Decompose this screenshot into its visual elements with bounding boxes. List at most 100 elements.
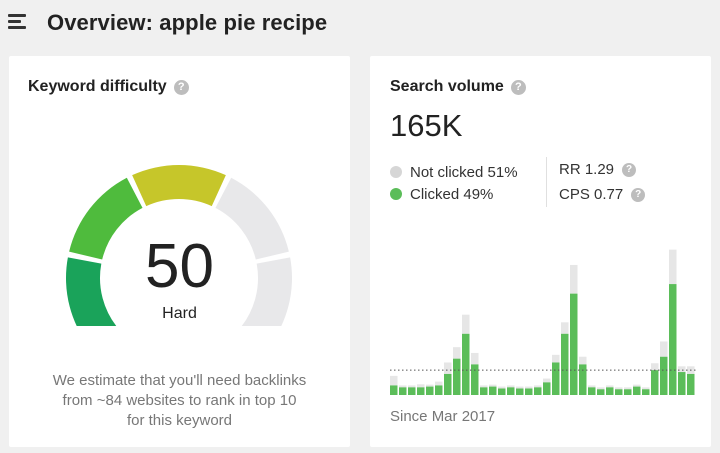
page-header: Overview: apple pie recipe — [0, 0, 720, 46]
bar-not-clicked — [417, 384, 425, 388]
clicks-legend: Not clicked 51% Clicked 49% — [390, 161, 518, 205]
gauge-segment — [69, 177, 143, 260]
bar-clicked — [480, 387, 488, 395]
metric-rr-label: RR 1.29 — [559, 161, 615, 178]
click-metrics: RR 1.29 ? CPS 0.77 ? — [546, 157, 646, 207]
bar-clicked — [669, 284, 677, 395]
bar-not-clicked — [597, 387, 605, 390]
description-line: We estimate that you'll need backlinks — [52, 372, 307, 389]
difficulty-level: Hard — [162, 305, 197, 322]
page-title: Overview: apple pie recipe — [47, 10, 328, 35]
bar-clicked — [471, 364, 479, 395]
legend-not-clicked-label: Not clicked 51% — [410, 163, 518, 181]
hamburger-menu-icon[interactable] — [8, 13, 28, 29]
bar-clicked — [534, 387, 542, 395]
bar-clicked — [390, 385, 398, 395]
bar-clicked — [687, 373, 695, 395]
bar-clicked — [678, 372, 686, 395]
bar-not-clicked — [480, 385, 488, 388]
bar-clicked — [453, 358, 461, 395]
bar-not-clicked — [426, 384, 434, 387]
bar-clicked — [588, 387, 596, 395]
bar-clicked — [606, 387, 614, 395]
legend-not-clicked: Not clicked 51% — [390, 161, 518, 183]
bar-not-clicked — [498, 386, 506, 389]
bar-clicked — [516, 388, 524, 395]
metric-rr: RR 1.29 ? — [559, 157, 645, 182]
chart-since-label: Since Mar 2017 — [390, 408, 496, 425]
bar-not-clicked — [561, 322, 569, 334]
search-volume-value: 165K — [390, 108, 463, 143]
search-volume-chart — [390, 249, 696, 395]
bar-clicked — [507, 387, 515, 395]
metric-cps: CPS 0.77 ? — [559, 182, 646, 207]
bar-not-clicked — [570, 264, 578, 294]
bar-not-clicked — [624, 387, 632, 390]
bar-not-clicked — [633, 384, 641, 387]
bar-clicked — [408, 387, 416, 395]
bar-not-clicked — [489, 384, 497, 387]
bar-clicked — [561, 333, 569, 395]
bar-not-clicked — [642, 387, 650, 390]
bar-clicked — [435, 385, 443, 395]
bar-clicked — [489, 386, 497, 395]
bar-clicked — [597, 389, 605, 395]
bar-clicked — [624, 389, 632, 395]
bar-clicked — [525, 388, 533, 395]
question-mark-icon[interactable]: ? — [631, 187, 646, 202]
bar-clicked — [579, 364, 587, 395]
question-mark-icon[interactable]: ? — [510, 79, 526, 95]
search-volume-label: Search volume — [390, 78, 504, 95]
question-mark-icon[interactable]: ? — [622, 162, 637, 177]
bar-not-clicked — [408, 385, 416, 388]
bar-clicked — [651, 370, 659, 395]
search-volume-title: Search volume ? — [390, 78, 526, 96]
gauge-segment — [241, 257, 292, 326]
bar-not-clicked — [525, 386, 533, 389]
bar-not-clicked — [471, 352, 479, 365]
bar-clicked — [462, 333, 470, 395]
legend-clicked: Clicked 49% — [390, 183, 518, 205]
bar-not-clicked — [435, 381, 443, 386]
bar-clicked — [660, 356, 668, 395]
bar-not-clicked — [453, 347, 461, 359]
legend-clicked-label: Clicked 49% — [410, 185, 494, 203]
difficulty-score: 50 — [145, 232, 214, 301]
bar-not-clicked — [390, 375, 398, 386]
bar-not-clicked — [651, 363, 659, 371]
bar-not-clicked — [444, 362, 452, 374]
bar-not-clicked — [507, 385, 515, 388]
bar-not-clicked — [606, 385, 614, 388]
bar-not-clicked — [678, 366, 686, 373]
description-line: for this keyword — [126, 412, 233, 429]
bar-clicked — [633, 386, 641, 395]
bar-not-clicked — [399, 385, 407, 388]
bar-clicked — [498, 388, 506, 395]
not-clicked-dot-icon — [390, 166, 402, 178]
bar-clicked — [426, 386, 434, 395]
search-volume-card: Search volume ? 165K Not clicked 51% Cli… — [370, 56, 711, 447]
bar-not-clicked — [534, 385, 542, 388]
bar-clicked — [570, 293, 578, 395]
clicked-dot-icon — [390, 188, 402, 200]
bar-not-clicked — [660, 341, 668, 357]
keyword-difficulty-label: Keyword difficulty — [28, 78, 167, 95]
bar-clicked — [615, 389, 623, 395]
bar-clicked — [552, 362, 560, 395]
bar-not-clicked — [669, 249, 677, 285]
bar-clicked — [543, 382, 551, 395]
bar-not-clicked — [516, 386, 524, 389]
bar-not-clicked — [615, 387, 623, 390]
bar-clicked — [399, 387, 407, 395]
bar-clicked — [417, 387, 425, 395]
question-mark-icon[interactable]: ? — [173, 79, 189, 95]
gauge-segment — [215, 177, 289, 260]
metric-cps-label: CPS 0.77 — [559, 186, 624, 203]
bar-not-clicked — [579, 356, 587, 365]
difficulty-description: We estimate that you'll need backlinks f… — [29, 371, 330, 431]
difficulty-gauge — [66, 165, 292, 326]
gauge-segment — [66, 257, 117, 326]
bar-not-clicked — [552, 354, 560, 363]
bar-not-clicked — [462, 314, 470, 334]
keyword-difficulty-card: Keyword difficulty ? 50 Hard We estimate… — [9, 56, 350, 447]
